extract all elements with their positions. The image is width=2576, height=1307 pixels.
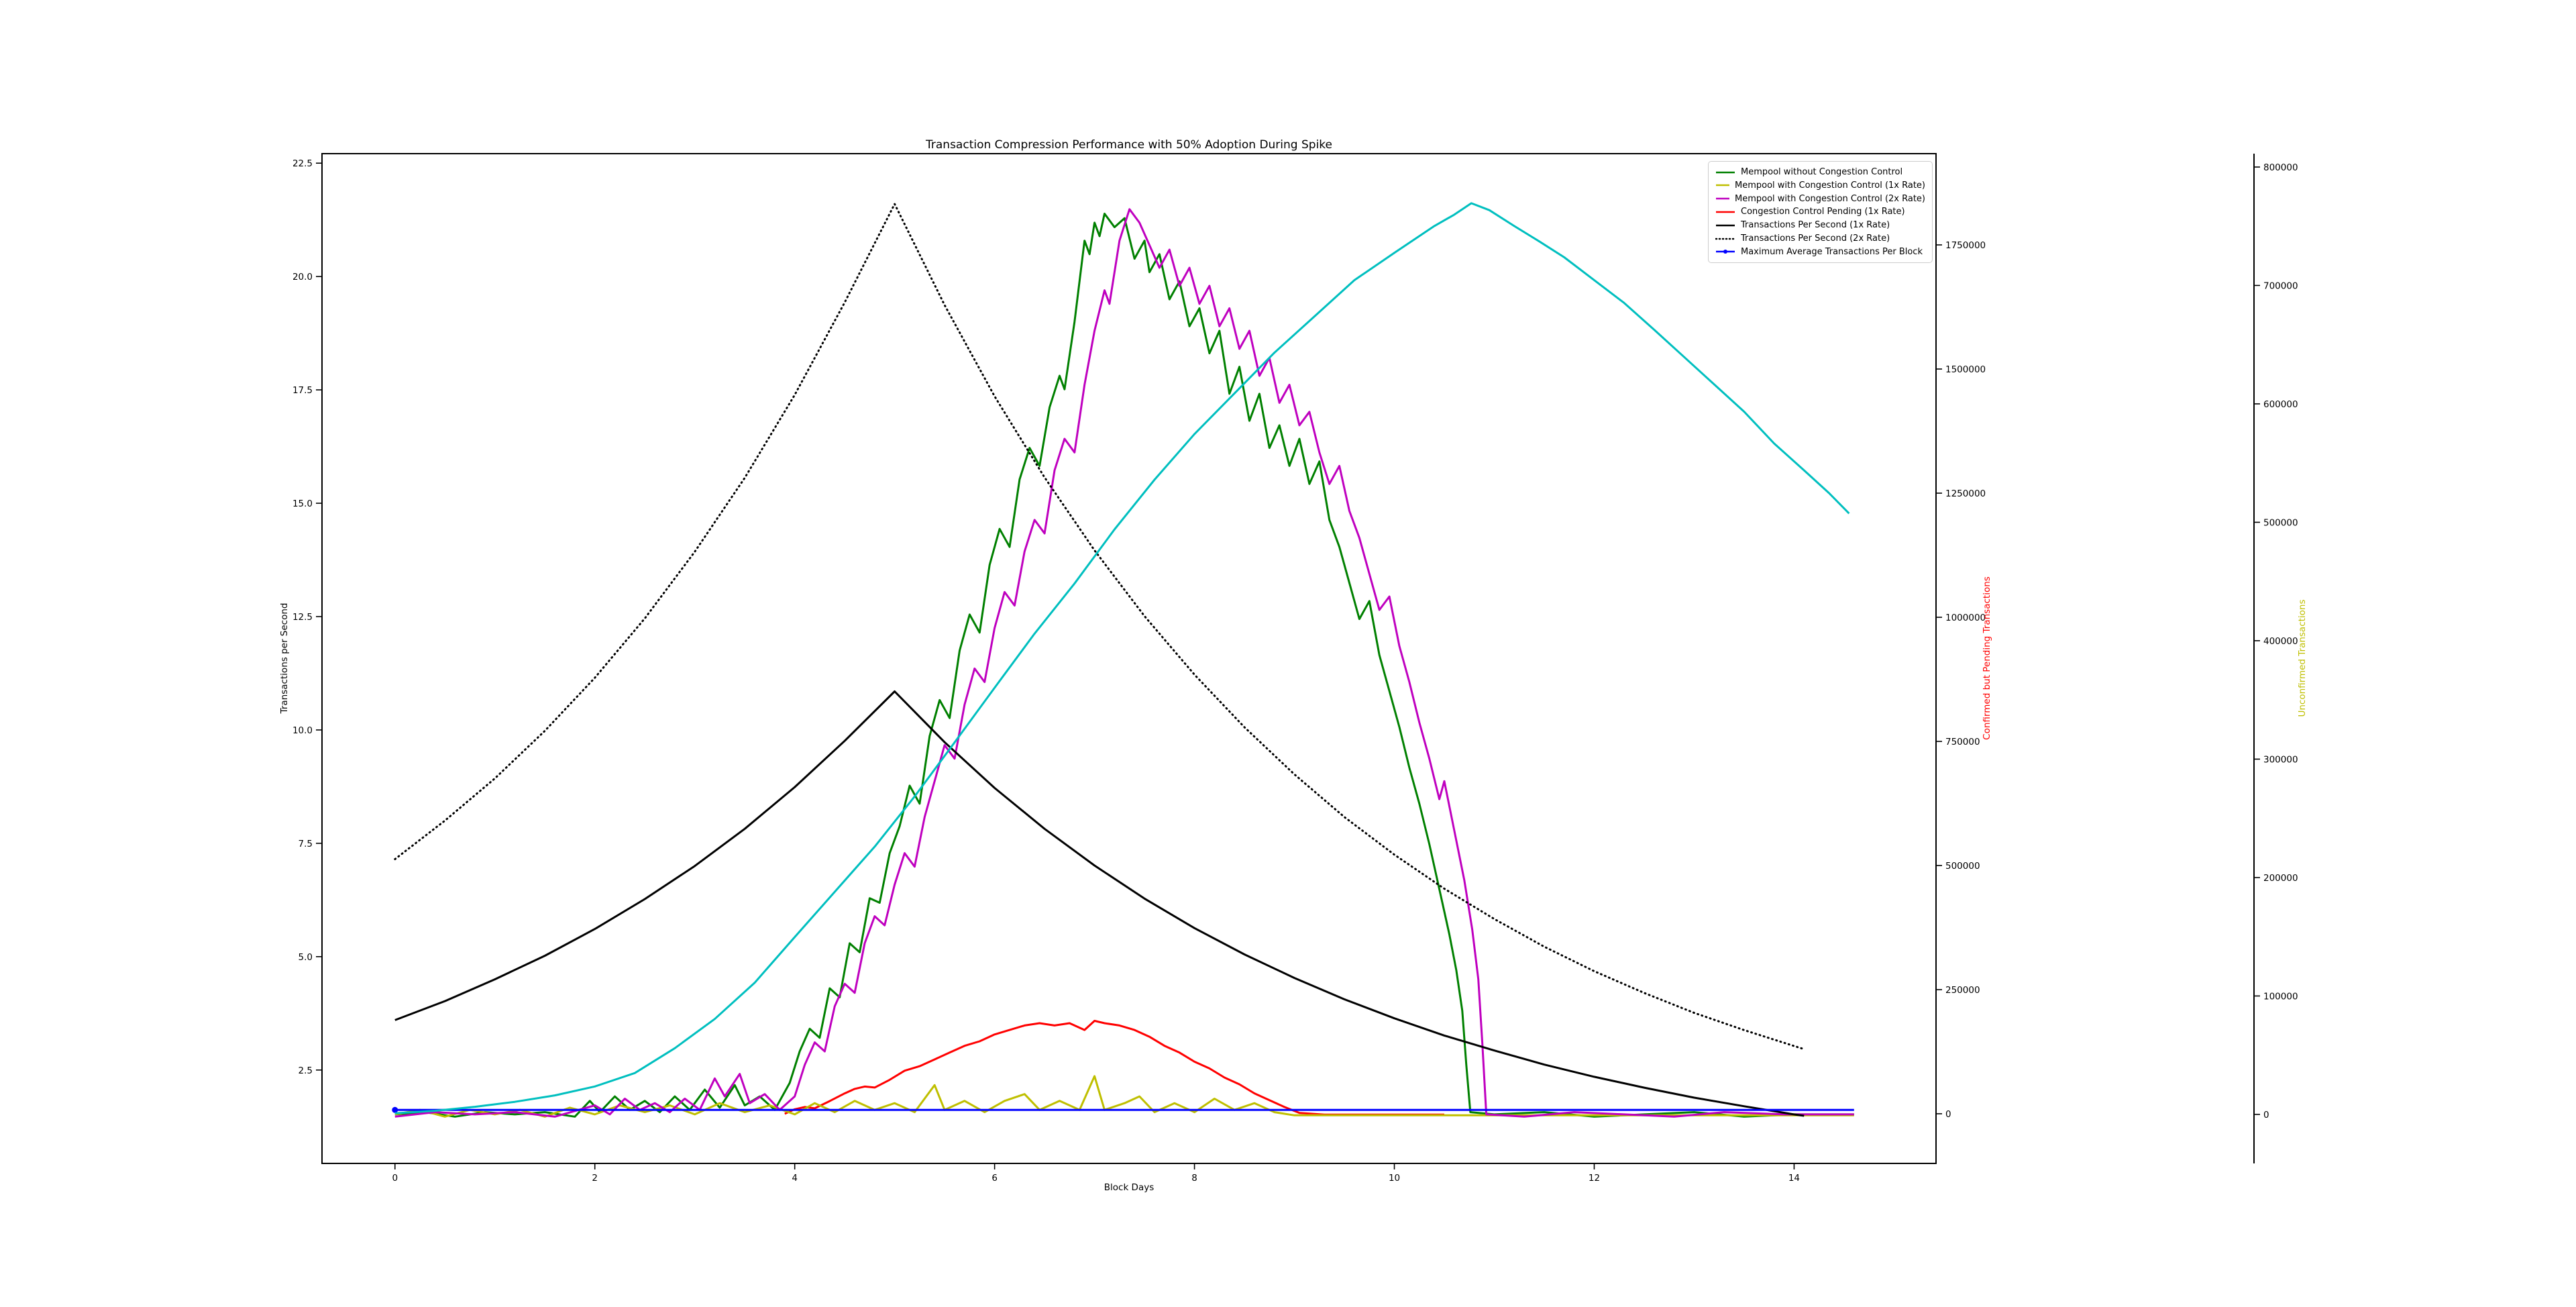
legend: Mempool without Congestion Control Mempoo…	[1708, 161, 1933, 263]
x-tick-label: 4	[792, 1173, 798, 1184]
y-tick-label-left: 20.0	[292, 272, 313, 282]
series-mempool-without-congestion-control-line	[394, 213, 1854, 1118]
x-tick-label: 12	[1589, 1173, 1600, 1184]
x-tick-label: 14	[1788, 1173, 1800, 1184]
x-axis-label: Block Days	[1104, 1182, 1155, 1193]
y-tick-label-pending: 750000	[1945, 737, 1980, 747]
y-axis-label-unconfirmed: Unconfirmed Transactions	[2297, 599, 2308, 717]
y-axis-label-left: Transactions per Second	[279, 603, 290, 714]
legend-item: Transactions Per Second (2x Rate)	[1715, 233, 1925, 244]
legend-item-label: Mempool with Congestion Control (1x Rate…	[1735, 180, 1925, 191]
y-tick-label-left: 15.0	[292, 499, 313, 509]
legend-item-label: Transactions Per Second (1x Rate)	[1741, 220, 1890, 231]
x-tick-label: 6	[991, 1173, 998, 1184]
legend-line-swatch	[1716, 171, 1735, 173]
series-transactions-per-second-2x-line	[394, 203, 1805, 1051]
legend-item: Mempool without Congestion Control	[1715, 167, 1925, 177]
chart-title: Transaction Compression Performance with…	[926, 138, 1332, 152]
legend-item: Maximum Average Transactions Per Block	[1715, 247, 1925, 257]
y-tick-label-unconfirmed: 600000	[2263, 399, 2298, 410]
series-transactions-per-second-1x-line	[394, 690, 1805, 1117]
x-tick-label: 2	[592, 1173, 598, 1184]
legend-line-swatch	[1716, 250, 1735, 254]
x-tick-label: 10	[1389, 1173, 1400, 1184]
y-tick-label-left: 10.0	[292, 725, 313, 736]
y-tick-label-unconfirmed: 100000	[2263, 991, 2298, 1002]
legend-line-swatch	[1716, 185, 1729, 187]
y-tick-label-unconfirmed: 800000	[2263, 162, 2298, 173]
y-tick-label-left: 5.0	[299, 952, 313, 963]
x-tick-label: 8	[1191, 1173, 1197, 1184]
y-tick-label-left: 17.5	[292, 385, 313, 396]
y-tick-label-pending: 0	[1945, 1109, 1951, 1120]
legend-item-label: Mempool with Congestion Control (2x Rate…	[1735, 193, 1925, 204]
y-tick-label-left: 7.5	[299, 839, 313, 849]
y-tick-label-left: 12.5	[292, 612, 313, 623]
axes-frame	[321, 153, 1937, 1164]
y-tick-label-pending: 1250000	[1945, 488, 1986, 499]
legend-item: Transactions Per Second (1x Rate)	[1715, 220, 1925, 230]
y-tick-label-pending: 500000	[1945, 861, 1980, 872]
y-tick-label-pending: 1750000	[1945, 240, 1986, 251]
y-tick-label-pending: 250000	[1945, 985, 1980, 996]
legend-line-swatch	[1716, 197, 1729, 200]
y-tick-label-unconfirmed: 0	[2263, 1110, 2269, 1120]
legend-item-label: Congestion Control Pending (1x Rate)	[1741, 207, 1905, 217]
legend-line-swatch	[1716, 224, 1735, 227]
y-tick-label-unconfirmed: 400000	[2263, 636, 2298, 647]
y-tick-label-left: 22.5	[292, 158, 313, 169]
x-tick-label: 0	[392, 1173, 398, 1184]
y-axis-label-pending: Confirmed but Pending Transactions	[1982, 576, 1992, 740]
y-tick-label-unconfirmed: 200000	[2263, 873, 2298, 884]
y-tick-label-pending: 1000000	[1945, 613, 1986, 623]
legend-line-swatch	[1716, 211, 1735, 213]
y-tick-label-pending: 1500000	[1945, 364, 1986, 375]
series-mempool-with-congestion-control-2x-line	[394, 208, 1854, 1118]
series-congestion-control-pending-1x-line	[784, 1020, 1444, 1116]
legend-item-label: Transactions Per Second (2x Rate)	[1741, 233, 1890, 244]
legend-item: Mempool with Congestion Control (2x Rate…	[1715, 194, 1925, 204]
y-tick-label-unconfirmed: 700000	[2263, 280, 2298, 291]
series-confirmed-transactions-cyan-line	[394, 202, 1850, 1114]
legend-item-label: Mempool without Congestion Control	[1741, 167, 1903, 177]
series-mempool-with-congestion-control-1x-line	[394, 1075, 1854, 1118]
legend-item-label: Maximum Average Transactions Per Block	[1741, 246, 1923, 257]
legend-item: Congestion Control Pending (1x Rate)	[1715, 207, 1925, 217]
series-maximum-average-transactions-per-block-marker	[392, 1106, 398, 1113]
y-tick-label-unconfirmed: 300000	[2263, 754, 2298, 765]
legend-line-swatch	[1715, 238, 1735, 240]
y-tick-label-unconfirmed: 500000	[2263, 517, 2298, 528]
legend-item: Mempool with Congestion Control (1x Rate…	[1715, 180, 1925, 191]
y-tick-label-left: 2.5	[299, 1065, 313, 1076]
